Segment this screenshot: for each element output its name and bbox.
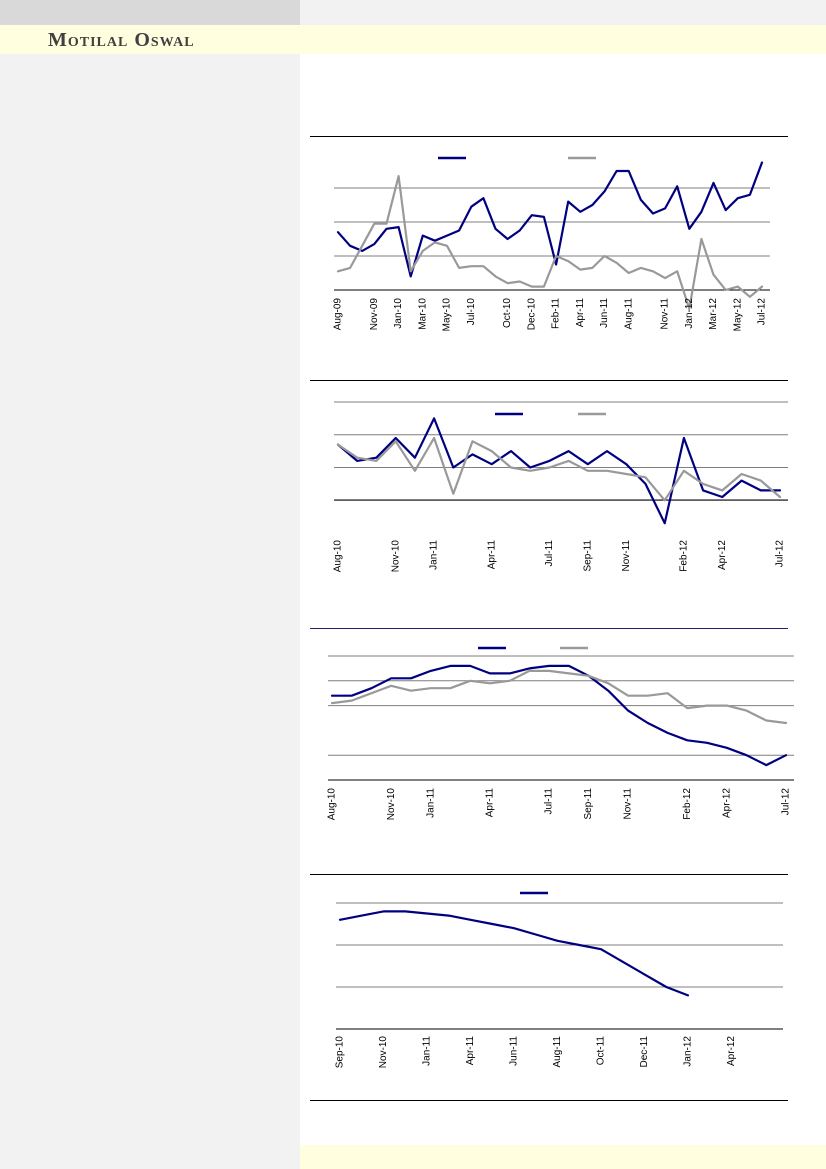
chart-1-series-1-line [336, 161, 764, 278]
chart-2-x-tick-label: Nov-11 [621, 540, 632, 572]
chart-2-x-tick-label: Jul-11 [544, 540, 555, 567]
chart-1-x-tick-label: Mar-10 [417, 298, 428, 330]
chart-2-top-rule [310, 380, 788, 381]
chart-1-x-tick-label: Aug-11 [623, 298, 634, 330]
chart-3-x-tick-label: Feb-12 [682, 788, 693, 820]
chart-4-x-tick-label: Jan-12 [683, 1036, 694, 1067]
chart-4-x-tick-label: Apr-11 [465, 1036, 476, 1066]
chart-4-top-rule [310, 874, 788, 875]
footer-band [300, 1145, 826, 1169]
chart-1-x-tick-label: Apr-11 [575, 298, 586, 328]
chart-1-x-tick-label: Nov-11 [660, 298, 671, 330]
chart-3-x-tick-label: Nov-10 [386, 788, 397, 821]
chart-3-x-tick-label: Jan-11 [425, 788, 436, 818]
chart-3-x-tick-label: Nov-11 [623, 788, 634, 820]
chart-1-x-tick-label: Mar-12 [708, 298, 719, 330]
chart-2-series-2-line [336, 436, 782, 502]
chart-4-x-tick-label: Sep-10 [335, 1036, 346, 1069]
chart-1-x-tick-label: May-12 [732, 298, 743, 332]
chart-3-top-rule [310, 628, 788, 629]
chart-1-x-tick-label: Jun-11 [599, 298, 610, 328]
chart-3-series-1-line [330, 664, 788, 767]
chart-2-x-tick-label: Nov-10 [390, 540, 401, 573]
chart-1-top-rule [310, 136, 788, 137]
chart-1-x-tick-label: Aug-09 [333, 298, 344, 331]
chart-2-series-1-line [336, 417, 782, 525]
chart-1-x-tick-label: May-10 [442, 298, 453, 332]
chart-3-x-tick-label: Aug-10 [327, 788, 338, 821]
chart-3-series-2-line [330, 669, 788, 725]
chart-1-x-tick-label: Jan-10 [393, 298, 404, 329]
chart-4-x-tick-label: Oct-11 [596, 1036, 607, 1066]
left-sidebar [0, 0, 300, 1169]
chart-1-series-2-line [336, 174, 764, 310]
chart-1-x-tick-label: Jan-12 [684, 298, 695, 329]
header-band [0, 25, 826, 54]
brand-logo: Motilal Oswal [48, 29, 195, 51]
chart-1-x-tick-label: Oct-10 [502, 298, 513, 328]
chart-4-x-tick-label: Dec-11 [639, 1036, 650, 1068]
chart-2-x-tick-label: Aug-10 [333, 540, 344, 573]
chart-3-x-tick-label: Sep-11 [583, 788, 594, 820]
chart-4: Sep-10 Nov-10 Jan-11 Apr-11 Jun-11 Aug-11 Oct-… [335, 891, 783, 1069]
chart-4-x-tick-label: Apr-12 [726, 1036, 737, 1066]
chart-3-x-tick-label: Apr-12 [721, 788, 732, 818]
chart-3: Aug-10 Nov-10 Jan-11 Apr-11 Jul-11 Sep-11 Nov-… [327, 646, 794, 821]
chart-2-x-tick-label: Feb-12 [679, 540, 690, 572]
chart-2: Aug-10 Nov-10 Jan-11 Apr-11 Jul-11 Sep-11 Nov-… [333, 401, 788, 573]
chart-1-x-tick-label: Feb-11 [551, 298, 562, 329]
chart-4-series-1-line [338, 910, 690, 997]
chart-2-x-tick-label: Jan-11 [429, 540, 440, 570]
chart-4-x-tick-label: Aug-11 [552, 1036, 563, 1068]
chart-4-bottom-rule [310, 1100, 788, 1101]
chart-3-x-tick-label: Jul-11 [544, 788, 555, 815]
chart-2-x-tick-label: Sep-11 [582, 540, 593, 572]
chart-3-x-tick-label: Jul-12 [781, 788, 792, 816]
chart-1-x-tick-label: Jul-12 [757, 298, 768, 326]
chart-2-x-tick-label: Apr-11 [486, 540, 497, 570]
chart-3-x-tick-label: Apr-11 [485, 788, 496, 818]
chart-4-x-tick-label: Jan-11 [422, 1036, 433, 1066]
chart-2-x-tick-label: Jul-12 [775, 540, 786, 568]
top-bar-right [300, 0, 826, 25]
chart-1-x-tick-label: Dec-10 [526, 298, 537, 331]
chart-4-x-tick-label: Nov-10 [378, 1036, 389, 1069]
chart-2-x-tick-label: Apr-12 [717, 540, 728, 570]
chart-1-x-tick-label: Jul-10 [466, 298, 477, 326]
chart-4-x-tick-label: Jun-11 [509, 1036, 520, 1066]
chart-1-x-tick-label: Nov-09 [369, 298, 380, 331]
top-bar-left [0, 0, 300, 25]
chart-1: Aug-09 Nov-09 Jan-10 Mar-10 May-10 Jul-10 Oct-… [333, 156, 770, 332]
